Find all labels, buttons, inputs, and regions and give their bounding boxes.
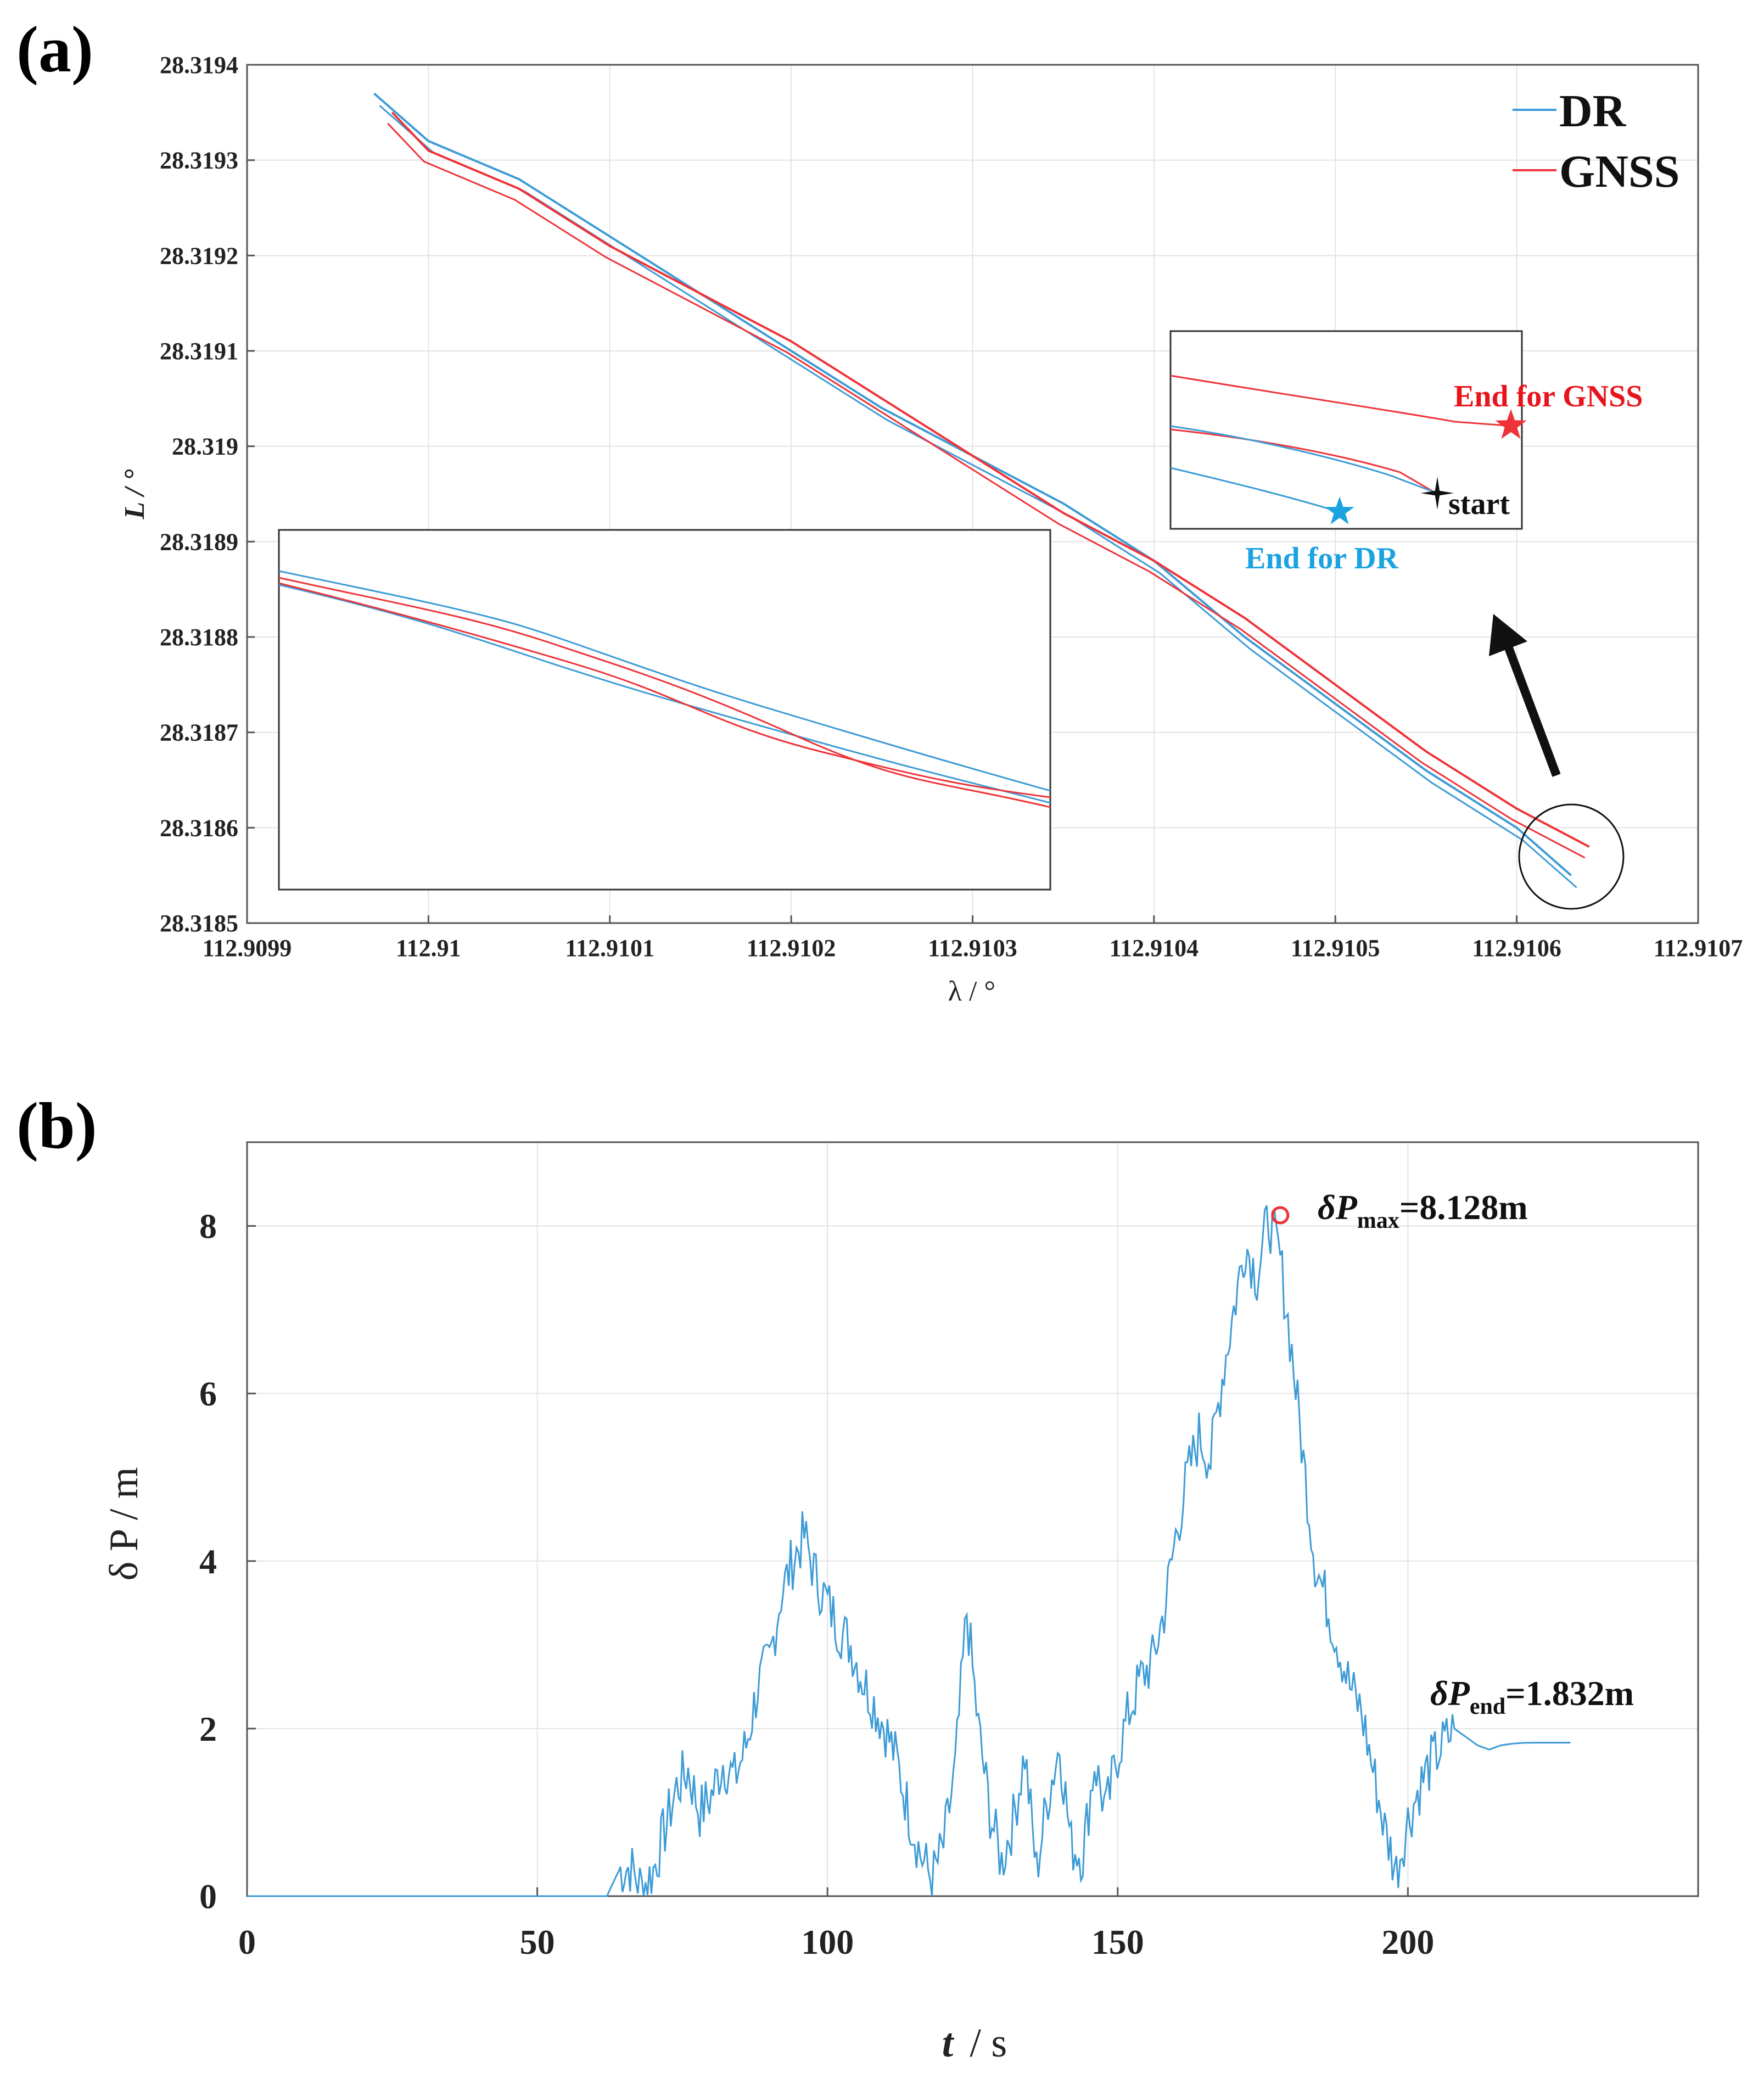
zoom-region-circle	[1518, 803, 1625, 910]
panel-a-y-axis-label: L / °	[119, 469, 150, 519]
zoom-right-dr-line-2	[1170, 467, 1336, 512]
end-gnss-star-icon	[1495, 409, 1527, 439]
panel-b-y-tick-label: 8	[199, 1207, 217, 1246]
gnss-trajectory-line-secondary	[387, 122, 1586, 859]
panel-a-y-tick-label: 28.3186	[160, 814, 238, 841]
zoom-right-dr-line-1	[1170, 425, 1435, 493]
zoom-arrow-head-icon	[1489, 614, 1527, 656]
position-error-line	[247, 1205, 1571, 1897]
panel-b-y-tick-label: 6	[199, 1374, 217, 1413]
zoom-inset-left-lines	[278, 570, 1051, 808]
panel-a-x-tick-label: 112.9101	[565, 935, 654, 962]
panel-b-ticks: 0 50 100 150 200 0 2 4 6 8	[199, 1207, 1434, 1961]
zoom-inset-right-frame	[1169, 330, 1523, 530]
panel-a-y-tick-label: 28.3185	[160, 910, 238, 937]
panel-b-x-tick-label: 150	[1091, 1922, 1144, 1961]
panel-a-x-tick-label: 112.91	[396, 935, 461, 962]
start-star-icon	[1421, 477, 1454, 510]
zoom-inset-left-frame	[278, 529, 1051, 891]
panel-b-y-tick-label: 2	[199, 1709, 217, 1748]
end-dr-annotation: End for DR	[1245, 541, 1399, 575]
panel-a-y-tick-label: 28.3189	[160, 528, 238, 555]
panel-a-x-tick-label: 112.9099	[203, 935, 292, 962]
zoom-right-gnss-line-2	[1170, 428, 1435, 493]
zoom-left-dr-line-2	[278, 584, 1051, 804]
panel-a-y-tick-label: 28.3187	[160, 719, 238, 746]
panel-b-y-tick-label: 0	[199, 1877, 217, 1916]
zoom-left-dr-line-1	[278, 570, 1051, 792]
panel-b-x-tick-label: 100	[801, 1922, 854, 1961]
end-dr-star-icon	[1325, 496, 1354, 524]
panel-b-x-tick-label: 0	[238, 1922, 256, 1961]
panel-a-y-tick-label: 28.3192	[160, 242, 238, 269]
panel-a-x-tick-label: 112.9107	[1654, 935, 1743, 962]
panel-a-y-tick-label: 28.3193	[160, 147, 238, 174]
zoom-left-gnss-line-1	[278, 577, 1051, 808]
panel-b-label: (b)	[16, 1089, 97, 1162]
panel-b-plot-frame	[246, 1141, 1699, 1897]
panel-b-grid	[247, 1142, 1698, 1897]
start-annotation: start	[1448, 487, 1510, 521]
max-error-annotation: δPmax=8.128m	[1318, 1188, 1528, 1233]
panel-a-y-tick-label: 28.3191	[160, 338, 238, 365]
panel-a-label: (a)	[16, 13, 93, 86]
zoom-left-gnss-line-2	[278, 582, 1051, 798]
legend-gnss-label: GNSS	[1559, 146, 1679, 197]
zoom-arrow-line	[1503, 642, 1561, 777]
panel-b-x-tick-label: 50	[520, 1922, 555, 1961]
panel-b-y-tick-label: 4	[199, 1542, 217, 1581]
zoom-inset-right-lines	[1170, 375, 1508, 512]
panel-a-x-axis-label: λ / °	[948, 976, 995, 1007]
panel-b-x-axis-label: t / s	[942, 2021, 1007, 2066]
panel-a-x-tick-label: 112.9106	[1472, 935, 1561, 962]
panel-b-y-axis-label: δ P / m	[102, 1467, 147, 1581]
max-error-marker	[1271, 1206, 1290, 1225]
panel-a-x-tick-label: 112.9105	[1291, 935, 1380, 962]
panel-a-y-tick-label: 28.319	[172, 433, 238, 460]
panel-a-x-tick-label: 112.9103	[928, 935, 1017, 962]
panel-a-y-tick-label: 28.3194	[160, 52, 238, 79]
legend-dr-label: DR	[1559, 86, 1627, 137]
end-error-annotation: δPend=1.832m	[1430, 1674, 1634, 1719]
panel-a-x-tick-label: 112.9102	[747, 935, 836, 962]
end-gnss-annotation: End for GNSS	[1454, 379, 1643, 413]
panel-a-ticks: 112.9099 112.91 112.9101 112.9102 112.9103 11…	[160, 52, 1743, 962]
gnss-trajectory-line	[391, 111, 1590, 848]
panel-a-y-tick-label: 28.3188	[160, 624, 238, 651]
zoom-right-gnss-line-1	[1170, 375, 1508, 427]
panel-b-x-tick-label: 200	[1381, 1922, 1434, 1961]
panel-a-x-tick-label: 112.9104	[1110, 935, 1199, 962]
